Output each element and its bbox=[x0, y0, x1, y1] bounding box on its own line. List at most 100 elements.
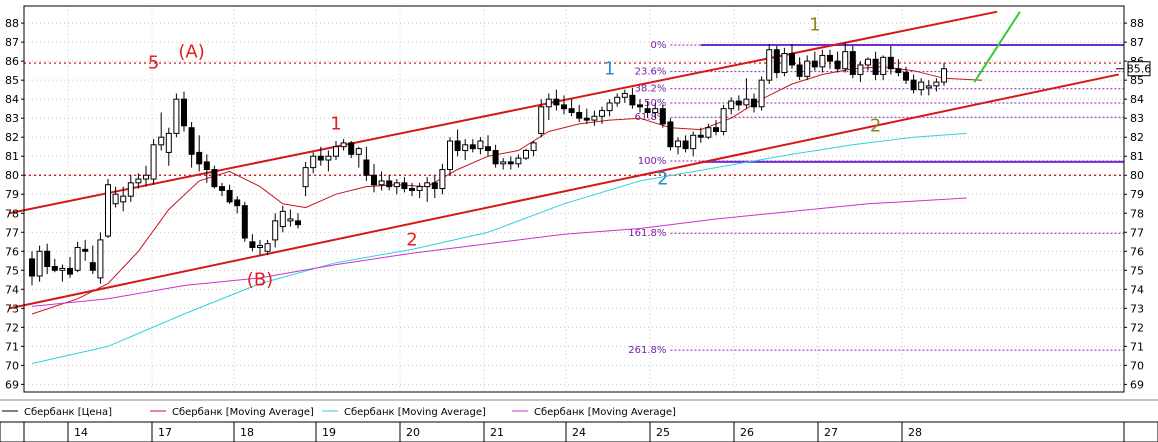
candle-body-up bbox=[728, 100, 735, 110]
candle-body-up bbox=[310, 155, 317, 169]
candle-body-down bbox=[295, 220, 301, 226]
y-tick-label-right: 71 bbox=[1130, 340, 1144, 353]
candle-body-down bbox=[51, 266, 58, 271]
candle-body-down bbox=[469, 144, 476, 150]
candle-body-up bbox=[804, 60, 811, 77]
legend-label: Сбербанк [Цена] bbox=[24, 407, 112, 418]
candle-body-down bbox=[682, 140, 689, 150]
candle-body-up bbox=[614, 96, 621, 104]
channel-line bbox=[8, 73, 1120, 310]
candle-body-down bbox=[67, 267, 73, 275]
candle-body-up bbox=[143, 174, 149, 180]
candle-body-down bbox=[371, 174, 377, 186]
x-tick-label: 26 bbox=[740, 426, 754, 439]
candle-body-down bbox=[211, 169, 218, 188]
candle-body-down bbox=[431, 182, 438, 190]
candle-body-down bbox=[834, 60, 841, 70]
candle-body-up bbox=[257, 245, 263, 248]
candle-body-down bbox=[872, 58, 879, 75]
candle-body-down bbox=[249, 241, 256, 248]
candle-body-down bbox=[409, 188, 415, 191]
candle-body-up bbox=[447, 140, 453, 171]
wave-label: 1 bbox=[330, 114, 341, 135]
candle-body-down bbox=[363, 159, 370, 176]
candle-body-down bbox=[241, 205, 248, 239]
candle-body-up bbox=[424, 182, 431, 188]
candle-body-down bbox=[735, 100, 742, 106]
y-tick-label-left: 82 bbox=[5, 131, 19, 144]
candle-body-down bbox=[553, 98, 560, 106]
candle-body-up bbox=[97, 239, 104, 279]
plot-border bbox=[23, 5, 1125, 393]
candle-body-down bbox=[44, 250, 51, 268]
candle-body-up bbox=[393, 182, 400, 188]
y-tick-label-left: 76 bbox=[5, 245, 19, 258]
candle-body-down bbox=[629, 94, 636, 106]
moving-average-line bbox=[31, 132, 967, 364]
x-axis-strip bbox=[0, 421, 1158, 442]
candle-body-up bbox=[933, 81, 940, 87]
y-tick-label-left: 75 bbox=[5, 264, 19, 277]
moving-averages bbox=[31, 66, 983, 364]
candle-body-up bbox=[758, 79, 765, 108]
candle-body-up bbox=[675, 140, 681, 148]
wave-label: (A) bbox=[178, 41, 204, 62]
y-tick-label-right: 73 bbox=[1130, 302, 1144, 315]
y-tick-label-left: 86 bbox=[5, 55, 19, 68]
candle-body-down bbox=[568, 108, 575, 113]
candle-body-up bbox=[599, 110, 605, 117]
candles bbox=[29, 42, 947, 286]
y-tick-label-left: 73 bbox=[5, 302, 19, 315]
x-tick-label: 14 bbox=[74, 426, 88, 439]
y-tick-label-left: 77 bbox=[5, 226, 19, 239]
candle-body-up bbox=[127, 182, 134, 197]
moving-average-line bbox=[31, 197, 967, 307]
plot-frame bbox=[23, 5, 1125, 393]
y-tick-label-left: 80 bbox=[5, 169, 19, 182]
y-tick-label-left: 79 bbox=[5, 188, 19, 201]
y-tick-label-right: 80 bbox=[1130, 169, 1144, 182]
candle-body-down bbox=[583, 117, 590, 121]
candle-body-down bbox=[667, 121, 674, 148]
candle-body-down bbox=[561, 104, 567, 110]
y-tick-label-left: 74 bbox=[5, 283, 19, 296]
candle-body-down bbox=[659, 108, 666, 125]
candle-body-up bbox=[150, 144, 157, 180]
candle-body-up bbox=[59, 267, 66, 271]
fib-level-label: 161.8% bbox=[628, 228, 666, 239]
y-tick-label-left: 69 bbox=[5, 378, 19, 391]
candle-body-down bbox=[386, 180, 393, 188]
candle-body-up bbox=[819, 54, 826, 68]
fib-level-label: 61.8% bbox=[635, 112, 667, 123]
candle-body-up bbox=[743, 98, 750, 106]
y-tick-label-right: 72 bbox=[1130, 321, 1144, 334]
candle-body-up bbox=[105, 184, 111, 237]
legend-label: Сбербанк [Moving Average] bbox=[172, 407, 314, 418]
wave-label: 5 bbox=[148, 53, 159, 74]
candle-body-up bbox=[173, 98, 180, 134]
candle-body-up bbox=[36, 250, 43, 277]
y-tick-label-right: 74 bbox=[1130, 283, 1144, 296]
candle-body-up bbox=[941, 68, 947, 83]
candle-body-up bbox=[880, 56, 887, 75]
y-tick-label-right: 77 bbox=[1130, 226, 1144, 239]
candle-body-down bbox=[887, 56, 894, 70]
candle-body-down bbox=[644, 108, 651, 113]
candle-body-down bbox=[317, 155, 324, 161]
channel-line bbox=[9, 10, 998, 215]
last-price-label: 85.6 bbox=[1127, 63, 1152, 76]
y-tick-label-left: 78 bbox=[5, 207, 19, 220]
grid bbox=[24, 6, 1124, 392]
candle-body-up bbox=[705, 127, 712, 138]
candle-body-down bbox=[29, 258, 35, 277]
candle-body-down bbox=[234, 199, 241, 207]
candle-body-down bbox=[637, 104, 643, 108]
y-tick-label-left: 81 bbox=[5, 150, 19, 163]
candle-body-up bbox=[538, 106, 545, 134]
candle-body-down bbox=[895, 68, 902, 74]
y-tick-label-right: 82 bbox=[1130, 131, 1144, 144]
candle-body-up bbox=[439, 169, 446, 190]
wave-label: 2 bbox=[870, 115, 881, 136]
y-tick-label-right: 75 bbox=[1130, 264, 1144, 277]
